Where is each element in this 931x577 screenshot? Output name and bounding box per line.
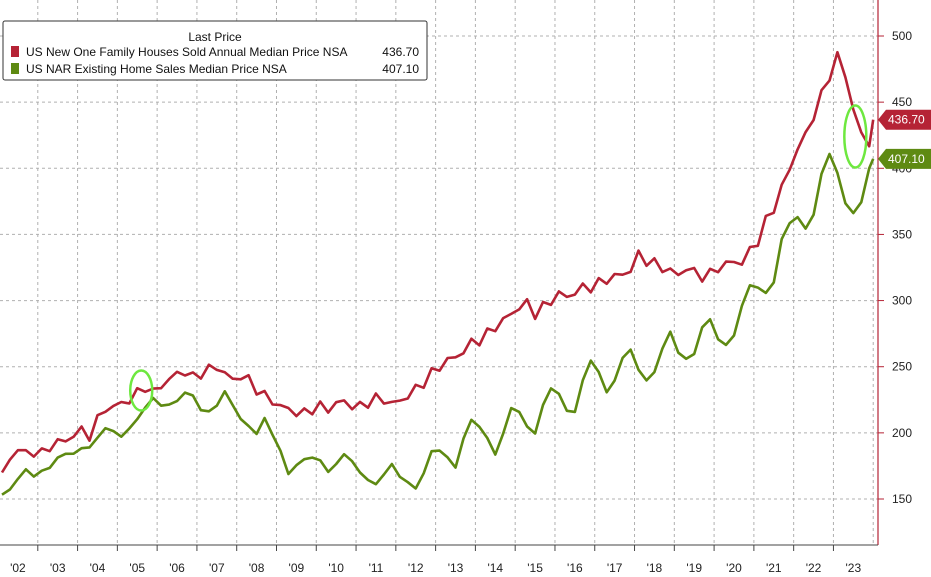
tick-label-y-150: 150	[892, 492, 912, 506]
x-axis-ticks: '02 '03 '04 '05 '06 '07 '08 '09 '10 '11 '12 '13 '14 '…	[10, 545, 862, 575]
tick-label-x-2023: '23	[846, 561, 862, 575]
tick-label-x-2008: '08	[249, 561, 265, 575]
tick-label-x-2018: '18	[647, 561, 663, 575]
tick-label-x-2002: '02	[10, 561, 26, 575]
tick-label-x-2015: '15	[527, 561, 543, 575]
tick-label-x-2009: '09	[289, 561, 305, 575]
tick-label-x-2003: '03	[50, 561, 66, 575]
badge-existing-homes: 407.10	[878, 148, 931, 169]
legend-value-new-homes: 436.70	[382, 45, 419, 59]
highlight-circle-1	[128, 369, 154, 412]
tick-label-y-250: 250	[892, 360, 912, 374]
tick-label-y-500: 500	[892, 29, 912, 43]
badge-shape-existing-homes	[878, 148, 931, 169]
last-value-badges: 436.70 407.10	[878, 109, 931, 169]
badge-shape-new-homes	[878, 109, 931, 130]
legend-swatch-existing-homes	[11, 63, 19, 74]
badge-value-existing-homes: 407.10	[888, 152, 925, 166]
tick-label-y-300: 300	[892, 294, 912, 308]
tick-label-x-2019: '19	[686, 561, 702, 575]
tick-label-x-2006: '06	[169, 561, 185, 575]
badge-new-homes: 436.70	[878, 109, 931, 130]
highlight-circle-2	[843, 104, 868, 169]
tick-label-y-200: 200	[892, 426, 912, 440]
tick-label-y-450: 450	[892, 95, 912, 109]
legend-label-new-homes: US New One Family Houses Sold Annual Med…	[26, 45, 347, 59]
tick-label-x-2013: '13	[448, 561, 464, 575]
tick-label-x-2012: '12	[408, 561, 424, 575]
badge-value-new-homes: 436.70	[888, 113, 925, 127]
series-line-new-homes	[0, 50, 875, 474]
tick-label-y-350: 350	[892, 227, 912, 241]
tick-label-x-2011: '11	[369, 561, 384, 575]
tick-label-x-2007: '07	[209, 561, 225, 575]
tick-label-x-2014: '14	[487, 561, 503, 575]
tick-label-x-2021: '21	[766, 561, 782, 575]
legend-value-existing-homes: 407.10	[382, 62, 419, 76]
tick-label-x-2016: '16	[567, 561, 583, 575]
tick-label-x-2010: '10	[328, 561, 344, 575]
tick-label-x-2020: '20	[726, 561, 742, 575]
legend: Last Price US New One Family Houses Sold…	[2, 20, 428, 81]
legend-box	[2, 20, 428, 81]
annotation-layer	[128, 104, 868, 412]
tick-label-x-2005: '05	[129, 561, 145, 575]
tick-label-x-2004: '04	[90, 561, 106, 575]
legend-swatch-new-homes	[11, 46, 19, 57]
legend-title: Last Price	[188, 30, 242, 44]
tick-label-x-2022: '22	[806, 561, 822, 575]
legend-label-existing-homes: US NAR Existing Home Sales Median Price …	[26, 62, 287, 76]
tick-label-x-2017: '17	[607, 561, 623, 575]
